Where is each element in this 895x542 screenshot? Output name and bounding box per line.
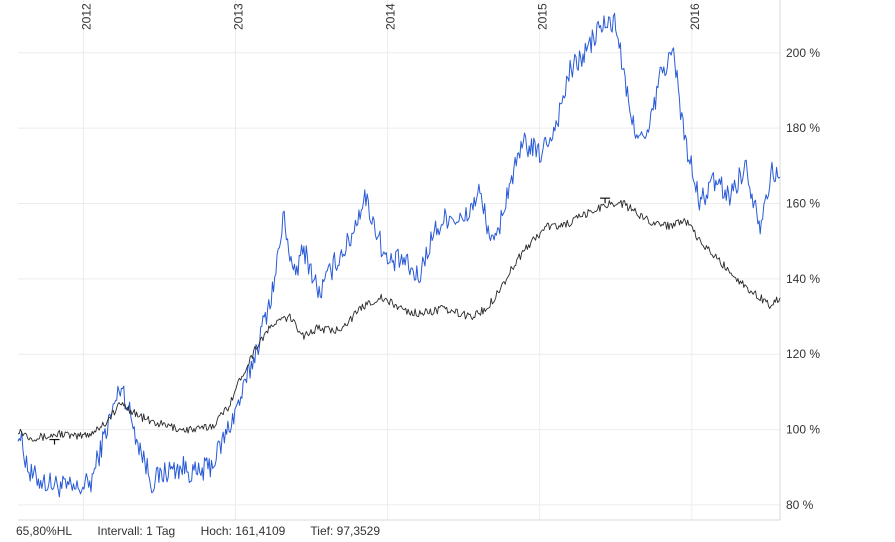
y-tick-label: 120 % (786, 347, 820, 361)
chart-footer: 65,80%HL Intervall: 1 Tag Hoch: 161,4109… (16, 524, 402, 538)
y-tick-label: 80 % (786, 498, 814, 512)
y-tick-label: 140 % (786, 272, 820, 286)
performance-label: 65,80%HL (16, 524, 73, 538)
y-tick-label: 100 % (786, 423, 820, 437)
y-tick-label: 200 % (786, 46, 820, 60)
series-line-blue (17, 12, 781, 498)
y-tick-label: 160 % (786, 196, 820, 210)
low-label: Tief: 97,3529 (310, 524, 381, 538)
interval-label: Intervall: 1 Tag (97, 524, 176, 538)
x-tick-label: 2014 (384, 3, 398, 30)
x-tick-label: 2015 (536, 3, 550, 30)
x-tick-label: 2013 (231, 3, 245, 30)
x-tick-label: 2016 (688, 3, 702, 30)
high-label: Hoch: 161,4109 (200, 524, 286, 538)
y-tick-label: 180 % (786, 121, 820, 135)
series-line-black (17, 199, 781, 442)
x-tick-label: 2012 (79, 3, 93, 30)
